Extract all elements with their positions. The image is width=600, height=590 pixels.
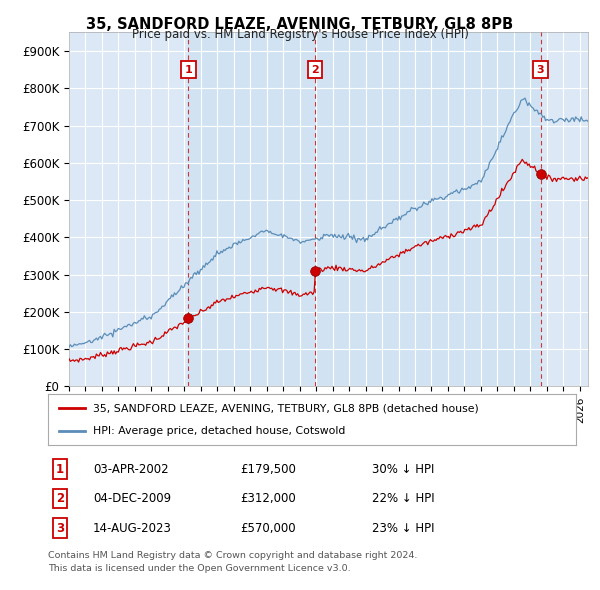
Text: HPI: Average price, detached house, Cotswold: HPI: Average price, detached house, Cots…: [93, 426, 345, 436]
Text: £312,000: £312,000: [240, 492, 296, 505]
Bar: [315, 32, 541, 386]
Text: 3: 3: [537, 65, 544, 75]
Text: 04-DEC-2009: 04-DEC-2009: [93, 492, 171, 505]
Text: 14-AUG-2023: 14-AUG-2023: [93, 522, 172, 535]
Bar: [188, 32, 315, 386]
Text: 2: 2: [311, 65, 319, 75]
Text: This data is licensed under the Open Government Licence v3.0.: This data is licensed under the Open Gov…: [48, 565, 350, 573]
Text: £179,500: £179,500: [240, 463, 296, 476]
Text: 3: 3: [56, 522, 64, 535]
Text: Price paid vs. HM Land Registry's House Price Index (HPI): Price paid vs. HM Land Registry's House …: [131, 28, 469, 41]
Text: Contains HM Land Registry data © Crown copyright and database right 2024.: Contains HM Land Registry data © Crown c…: [48, 552, 418, 560]
Text: 1: 1: [185, 65, 193, 75]
Text: 35, SANDFORD LEAZE, AVENING, TETBURY, GL8 8PB: 35, SANDFORD LEAZE, AVENING, TETBURY, GL…: [86, 17, 514, 31]
Text: 2: 2: [56, 492, 64, 505]
Text: 03-APR-2002: 03-APR-2002: [93, 463, 169, 476]
Text: 22% ↓ HPI: 22% ↓ HPI: [372, 492, 434, 505]
Text: 30% ↓ HPI: 30% ↓ HPI: [372, 463, 434, 476]
Text: 23% ↓ HPI: 23% ↓ HPI: [372, 522, 434, 535]
Text: 1: 1: [56, 463, 64, 476]
Text: 35, SANDFORD LEAZE, AVENING, TETBURY, GL8 8PB (detached house): 35, SANDFORD LEAZE, AVENING, TETBURY, GL…: [93, 403, 479, 413]
Text: £570,000: £570,000: [240, 522, 296, 535]
